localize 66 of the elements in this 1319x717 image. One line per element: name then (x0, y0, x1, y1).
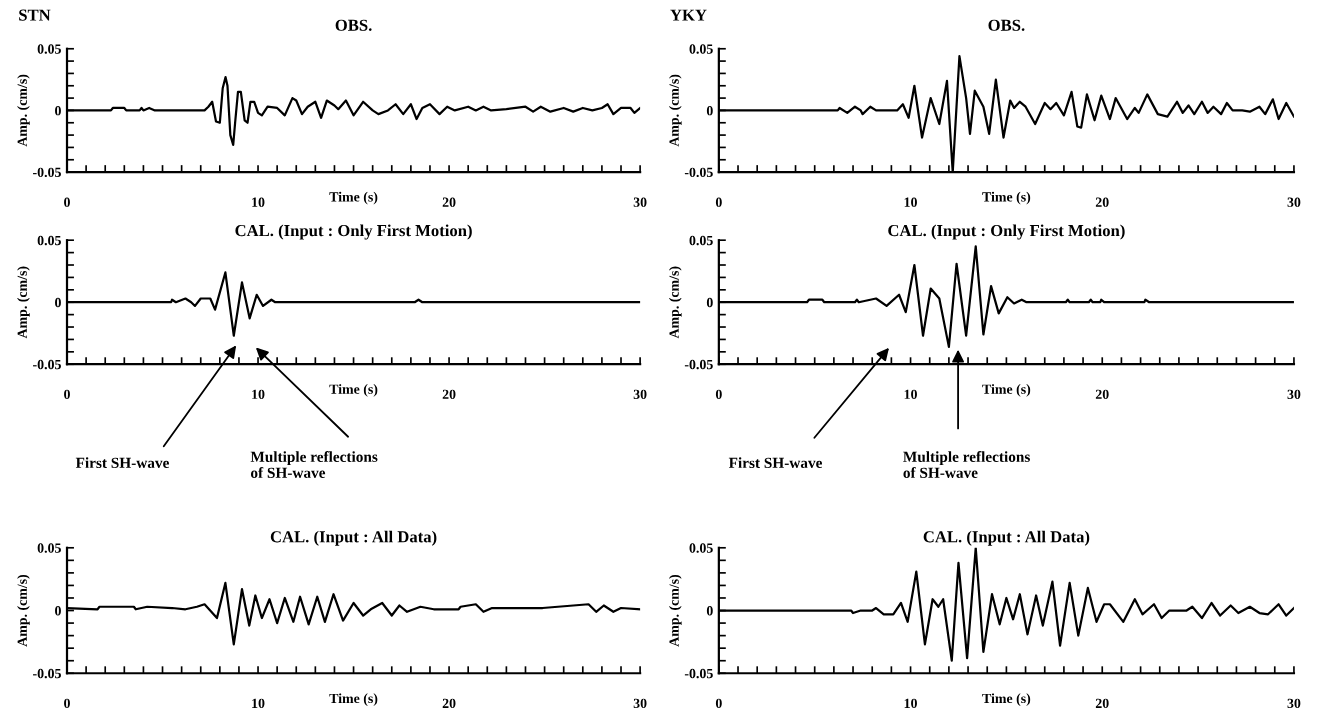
chart-title: CAL. (Input : All Data) (923, 530, 1090, 546)
y-tick-label: 0.05 (37, 235, 61, 246)
x-axis-title: Time (s) (982, 191, 1031, 205)
x-tick-label: 10 (904, 698, 917, 709)
chart-title: CAL. (Input : Only First Motion) (235, 224, 472, 240)
y-tick-label: 0 (55, 297, 61, 308)
x-tick-label: 10 (904, 389, 917, 400)
x-tick-label: 0 (64, 389, 70, 400)
y-tick-label: 0 (706, 606, 713, 616)
x-tick-label: 0 (715, 389, 722, 400)
x-axis-title: Time (s) (329, 191, 378, 205)
x-tick-label: 0 (64, 197, 70, 207)
y-tick-label: -0.05 (684, 668, 713, 679)
x-tick-label: 20 (1095, 389, 1109, 400)
x-tick-label: 10 (252, 698, 265, 709)
y-tick-label: 0.05 (689, 44, 713, 54)
x-tick-label: 30 (633, 698, 647, 709)
x-tick-label: 30 (633, 197, 647, 207)
y-tick-label: 0.05 (689, 235, 713, 246)
y-tick-label: -0.05 (33, 668, 61, 679)
y-axis-title: Amp. (cm/s) (17, 574, 30, 647)
x-axis-title: Time (s) (329, 384, 378, 397)
x-tick-label: 10 (252, 389, 265, 400)
y-axis-title: Amp. (cm/s) (17, 74, 30, 147)
x-tick-label: 0 (715, 698, 722, 709)
y-axis-title: Amp. (cm/s) (669, 266, 682, 339)
y-tick-label: 0 (55, 106, 61, 116)
y-tick-label: -0.05 (684, 167, 713, 178)
text: Multiple reflections of SH-wave (250, 451, 378, 478)
x-tick-label: 30 (1287, 698, 1301, 709)
x-tick-label: 20 (442, 698, 456, 709)
x-tick-label: 20 (442, 197, 456, 207)
x-tick-label: 20 (1095, 698, 1109, 709)
y-axis-title: Amp. (cm/s) (669, 574, 682, 647)
y-tick-label: -0.05 (33, 167, 61, 178)
y-tick-label: 0 (55, 606, 61, 616)
x-tick-label: 20 (1095, 197, 1109, 207)
chart-title: OBS. (988, 19, 1025, 31)
text: First SH-wave (75, 457, 169, 469)
text: STN (19, 9, 51, 21)
x-tick-label: 10 (904, 197, 917, 207)
y-tick-label: -0.05 (33, 359, 61, 370)
x-tick-label: 30 (1287, 389, 1301, 400)
y-tick-label: 0.05 (37, 543, 61, 553)
x-tick-label: 10 (252, 197, 265, 207)
y-tick-label: 0 (706, 297, 713, 308)
x-axis-title: Time (s) (982, 693, 1031, 706)
chart-title: OBS. (335, 19, 372, 31)
y-tick-label: 0 (706, 106, 713, 116)
x-axis-title: Time (s) (329, 693, 378, 706)
x-tick-label: 30 (633, 389, 647, 400)
text: Multiple reflections of SH-wave (903, 451, 1030, 478)
y-axis-title: Amp. (cm/s) (669, 74, 682, 147)
y-axis-title: Amp. (cm/s) (17, 266, 30, 339)
x-tick-label: 0 (64, 698, 70, 709)
x-tick-label: 20 (442, 389, 456, 400)
x-axis-title: Time (s) (982, 384, 1031, 397)
y-tick-label: 0.05 (689, 543, 713, 553)
y-tick-label: 0.05 (37, 44, 61, 54)
chart-title: CAL. (Input : Only First Motion) (888, 224, 1125, 240)
chart-title: CAL. (Input : All Data) (270, 530, 437, 546)
text: First SH-wave (728, 457, 823, 469)
y-tick-label: -0.05 (684, 359, 713, 370)
x-tick-label: 0 (715, 197, 722, 207)
x-tick-label: 30 (1287, 197, 1301, 207)
text: YKY (670, 9, 707, 21)
